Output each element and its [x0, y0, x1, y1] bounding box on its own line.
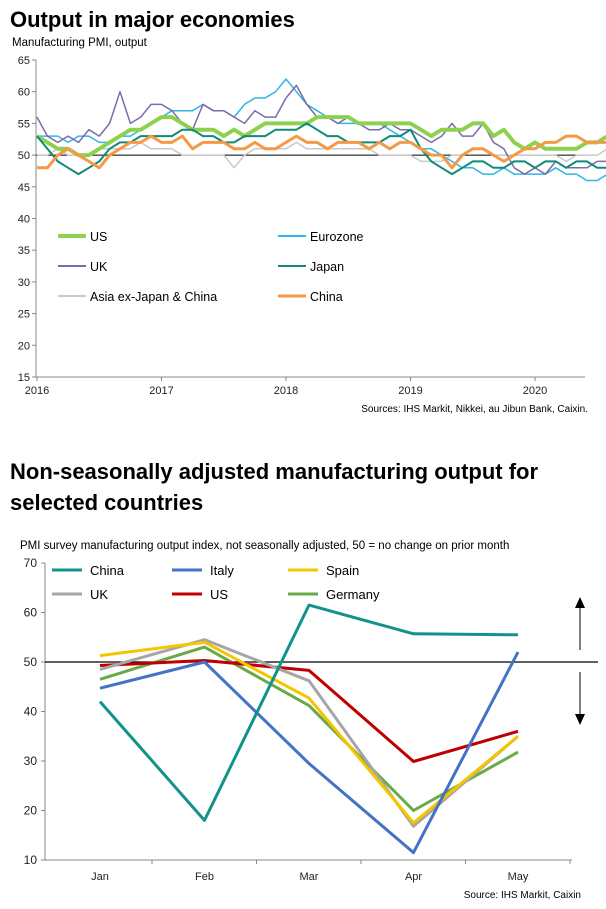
y-tick-label: 55 [18, 118, 30, 130]
x-tick-label: 2016 [25, 385, 49, 397]
legend-label-germany: Germany [326, 587, 380, 602]
chart1-subtitle: Manufacturing PMI, output [12, 37, 147, 49]
legend-label-eurozone: Eurozone [310, 230, 364, 244]
arrow-down-head [575, 714, 585, 725]
series-line-italy [99, 651, 520, 855]
x-tick-label: 2020 [523, 385, 547, 397]
arrow-up-head [575, 597, 585, 608]
series-line-china [37, 134, 606, 170]
legend-label-japan: Japan [310, 260, 344, 274]
chart1-source: Sources: IHS Markit, Nikkei, au Jibun Ba… [361, 404, 588, 415]
chart1-plot: 15 20 25 30 35 40 45 50 55 60 65 2016 2017 2018 2019 20… [18, 55, 606, 397]
series-line-germany [99, 645, 519, 812]
x-tick-label: Mar [300, 871, 319, 883]
y-tick-label: 50 [18, 150, 30, 162]
legend-label-spain: Spain [326, 563, 359, 578]
series-line-us [35, 115, 606, 158]
chart2-title-line2: selected countries [10, 490, 204, 515]
x-tick-label: Feb [195, 871, 214, 883]
chart2-subtitle: PMI survey manufacturing output index, n… [20, 540, 510, 552]
y-tick-label: 65 [18, 55, 30, 67]
y-tick-label: 20 [24, 804, 38, 818]
chart2-source: Source: IHS Markit, Caixin [463, 890, 581, 901]
series-line-china [98, 603, 519, 822]
x-tick-label: May [508, 871, 529, 883]
y-tick-label: 25 [18, 309, 30, 321]
y-tick-label: 30 [24, 754, 38, 768]
series-line-us [99, 659, 519, 763]
y-tick-label: 30 [18, 277, 30, 289]
legend-label-italy: Italy [210, 563, 234, 578]
legend-label-uk: UK [90, 587, 108, 602]
y-tick-label: 60 [18, 87, 30, 99]
y-tick-label: 40 [24, 705, 38, 719]
series-line-spain [99, 640, 519, 825]
y-tick-label: 45 [18, 182, 30, 194]
x-tick-label: 2019 [398, 385, 422, 397]
legend-label-uk: UK [90, 260, 108, 274]
chart2-title-line1: Non-seasonally adjusted manufacturing ou… [10, 459, 539, 484]
y-tick-label: 50 [24, 655, 38, 669]
y-tick-label: 20 [18, 340, 30, 352]
y-tick-label: 10 [24, 853, 38, 867]
y-tick-label: 15 [18, 372, 30, 384]
x-tick-label: Jan [91, 871, 109, 883]
y-tick-label: 60 [24, 606, 38, 620]
x-tick-label: 2017 [149, 385, 173, 397]
legend-label-us: US [90, 230, 107, 244]
y-tick-label: 35 [18, 245, 30, 257]
y-tick-label: 70 [24, 556, 38, 570]
chart1-title: Output in major economies [10, 7, 295, 32]
legend-label-asia-ex-japan-china: Asia ex-Japan & China [90, 290, 217, 304]
legend-label-china: China [310, 290, 343, 304]
legend-label-us: US [210, 587, 228, 602]
series-line-uk [99, 638, 519, 828]
y-tick-label: 40 [18, 214, 30, 226]
x-tick-label: 2018 [274, 385, 298, 397]
legend-label-china: China [90, 563, 125, 578]
series-line-asia-ex-japan-china [37, 141, 606, 169]
x-tick-label: Apr [405, 871, 422, 883]
